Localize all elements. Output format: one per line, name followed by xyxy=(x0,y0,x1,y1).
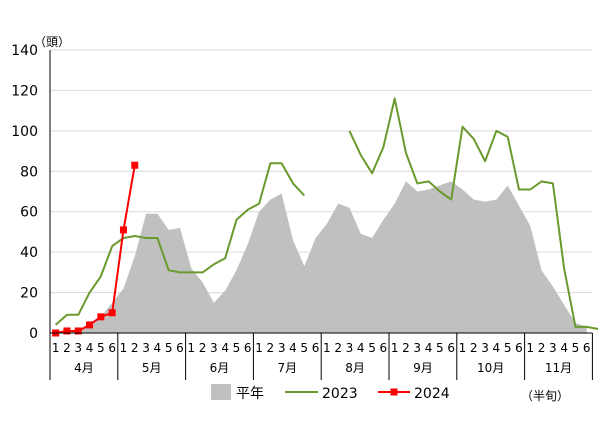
y-unit-label: （頭） xyxy=(34,35,70,49)
x-tick-label: 3 xyxy=(142,341,150,355)
series-2024-marker xyxy=(86,321,94,329)
x-tick-label: 6 xyxy=(312,341,320,355)
average-area-shape xyxy=(55,181,587,333)
x-tick-label: 1 xyxy=(391,341,399,355)
y-tick-label: 120 xyxy=(11,83,38,99)
x-tick-label: 2 xyxy=(538,341,546,355)
x-tick-label: 4 xyxy=(221,341,229,355)
x-tick-label: 2 xyxy=(470,341,478,355)
x-tick-label: 5 xyxy=(436,341,444,355)
x-tick-label: 3 xyxy=(74,341,82,355)
x-tick-label: 4 xyxy=(560,341,568,355)
x-unit-label: （半旬） xyxy=(521,389,569,403)
series-2023-line xyxy=(348,97,599,330)
x-tick-label: 5 xyxy=(572,341,580,355)
x-tick-label: 3 xyxy=(210,341,218,355)
x-tick-label: 4 xyxy=(357,341,365,355)
y-tick-label: 0 xyxy=(29,326,38,342)
legend-label-average: 平年 xyxy=(236,386,264,402)
x-tick-label: 4 xyxy=(425,341,433,355)
y-tick-label: 60 xyxy=(20,205,38,221)
x-tick-label: 3 xyxy=(278,341,286,355)
month-label: 9月 xyxy=(413,361,433,375)
y-tick-label: 140 xyxy=(11,43,38,59)
x-tick-label: 6 xyxy=(380,341,388,355)
x-tick-label: 6 xyxy=(108,341,116,355)
x-tick-label: 1 xyxy=(187,341,195,355)
x-tick-label: 1 xyxy=(255,341,263,355)
x-tick-label: 6 xyxy=(583,341,591,355)
x-tick-label: 2 xyxy=(267,341,275,355)
x-tick-label: 5 xyxy=(165,341,173,355)
series-2023-line xyxy=(54,162,306,326)
y-tick-label: 80 xyxy=(20,164,38,180)
x-tick-label: 6 xyxy=(244,341,252,355)
x-tick-label: 2 xyxy=(131,341,139,355)
y-tick-label: 40 xyxy=(20,245,38,261)
x-tick-label: 1 xyxy=(459,341,467,355)
month-label: 7月 xyxy=(277,361,297,375)
y-tick-labels: 0 20 40 60 80 100 120 140 xyxy=(11,43,38,342)
x-tick-label: 5 xyxy=(233,341,241,355)
x-tick-label: 4 xyxy=(154,341,162,355)
x-tick-label: 1 xyxy=(120,341,128,355)
x-tick-label: 1 xyxy=(52,341,60,355)
axes xyxy=(49,50,593,380)
x-tick-label: 4 xyxy=(289,341,297,355)
series-2024-marker xyxy=(108,309,116,317)
x-tick-label: 6 xyxy=(447,341,455,355)
x-tick-label: 4 xyxy=(86,341,94,355)
x-tick-label: 5 xyxy=(97,341,105,355)
legend-label-2024: 2024 xyxy=(414,386,450,402)
month-label: 4月 xyxy=(74,361,94,375)
y-tick-label: 100 xyxy=(11,124,38,140)
month-label: 6月 xyxy=(210,361,230,375)
x-tick-label: 6 xyxy=(515,341,523,355)
x-tick-label: 5 xyxy=(504,341,512,355)
month-label: 8月 xyxy=(345,361,365,375)
month-label: 10月 xyxy=(477,361,504,375)
x-tick-label: 2 xyxy=(402,341,410,355)
x-tick-label: 3 xyxy=(413,341,421,355)
x-tick-label: 4 xyxy=(493,341,501,355)
legend-marker-2024 xyxy=(390,388,398,396)
x-tick-label: 2 xyxy=(334,341,342,355)
legend: 平年 2023 2024 xyxy=(211,384,450,402)
x-tick-label: 5 xyxy=(300,341,308,355)
x-tick-label: 3 xyxy=(481,341,489,355)
x-tick-label: 2 xyxy=(63,341,71,355)
x-tick-label: 1 xyxy=(526,341,534,355)
x-tick-label: 1 xyxy=(323,341,331,355)
x-tick-label: 2 xyxy=(199,341,207,355)
series-2024-marker xyxy=(97,313,105,321)
month-label: 5月 xyxy=(142,361,162,375)
series-2023 xyxy=(54,97,599,330)
legend-swatch-average xyxy=(211,384,231,400)
average-area xyxy=(55,181,587,333)
series-2024-marker xyxy=(74,327,82,335)
month-label: 11月 xyxy=(545,361,572,375)
series-2024-marker xyxy=(131,161,139,169)
x-tick-label: 3 xyxy=(549,341,557,355)
series-2024-marker xyxy=(63,327,71,335)
series-2024-marker xyxy=(119,226,127,234)
x-tick-label: 3 xyxy=(346,341,354,355)
x-tick-label: 6 xyxy=(176,341,184,355)
legend-label-2023: 2023 xyxy=(322,386,358,402)
x-tick-label: 5 xyxy=(368,341,376,355)
y-tick-label: 20 xyxy=(20,286,38,302)
